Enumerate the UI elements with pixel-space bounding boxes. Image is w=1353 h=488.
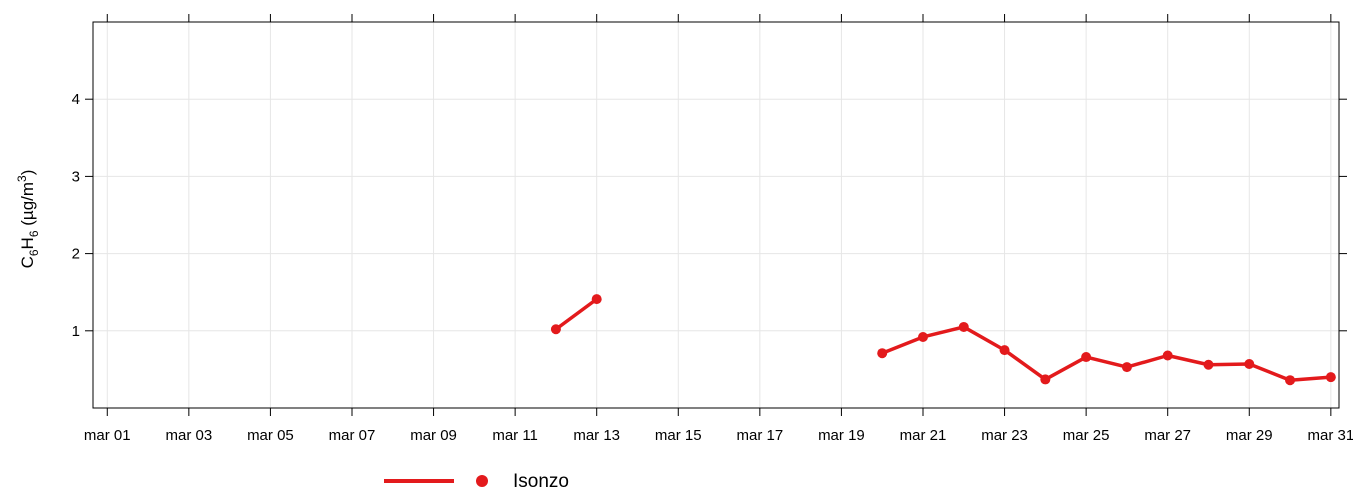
y-tick-label: 1 bbox=[72, 323, 80, 340]
x-tick-label: mar 01 bbox=[84, 427, 131, 444]
plot-frame bbox=[92, 21, 1340, 409]
data-point bbox=[1244, 358, 1255, 369]
x-tick-label: mar 09 bbox=[410, 427, 457, 444]
series-line-segment bbox=[554, 297, 599, 332]
data-point bbox=[591, 294, 602, 305]
series-line-segment bbox=[880, 325, 1333, 382]
legend: Isonzo bbox=[384, 471, 569, 488]
x-tick-label: mar 21 bbox=[900, 427, 947, 444]
x-tick-label: mar 23 bbox=[981, 427, 1028, 444]
data-point bbox=[1040, 374, 1051, 385]
legend-marker-swatch bbox=[476, 475, 488, 487]
y-tick-label: 2 bbox=[72, 246, 80, 263]
series-layer bbox=[550, 294, 1336, 386]
legend-label-isonzo: Isonzo bbox=[513, 471, 569, 488]
data-point bbox=[1285, 375, 1296, 386]
data-point bbox=[877, 348, 888, 359]
data-point bbox=[1203, 359, 1214, 370]
y-tick-label: 3 bbox=[72, 168, 80, 185]
axis-ticks bbox=[85, 14, 1347, 416]
data-point bbox=[1121, 362, 1132, 373]
x-axis-tick-labels: mar 01 mar 03 mar 05 mar 07 mar 09 mar 11 mar … bbox=[84, 427, 1353, 444]
x-tick-label: mar 07 bbox=[329, 427, 376, 444]
x-tick-label: mar 31 bbox=[1307, 427, 1353, 444]
x-tick-label: mar 27 bbox=[1144, 427, 1191, 444]
data-point bbox=[1325, 372, 1336, 383]
x-tick-label: mar 15 bbox=[655, 427, 702, 444]
y-tick-label: 4 bbox=[72, 91, 80, 108]
data-point bbox=[550, 324, 561, 335]
data-point bbox=[917, 331, 928, 342]
x-tick-label: mar 17 bbox=[737, 427, 784, 444]
x-tick-label: mar 05 bbox=[247, 427, 294, 444]
grid bbox=[93, 22, 1339, 408]
data-point bbox=[1081, 352, 1092, 363]
y-axis-tick-labels: 1 2 3 4 bbox=[72, 91, 80, 340]
x-tick-label: mar 03 bbox=[166, 427, 213, 444]
data-point bbox=[999, 345, 1010, 356]
y-axis-label: C6H6 (µg/m3) bbox=[15, 170, 41, 269]
data-point bbox=[958, 321, 969, 332]
x-tick-label: mar 29 bbox=[1226, 427, 1273, 444]
x-tick-label: mar 25 bbox=[1063, 427, 1110, 444]
x-tick-label: mar 13 bbox=[573, 427, 620, 444]
x-tick-label: mar 19 bbox=[818, 427, 865, 444]
data-point bbox=[1162, 350, 1173, 361]
x-tick-label: mar 11 bbox=[492, 427, 538, 444]
